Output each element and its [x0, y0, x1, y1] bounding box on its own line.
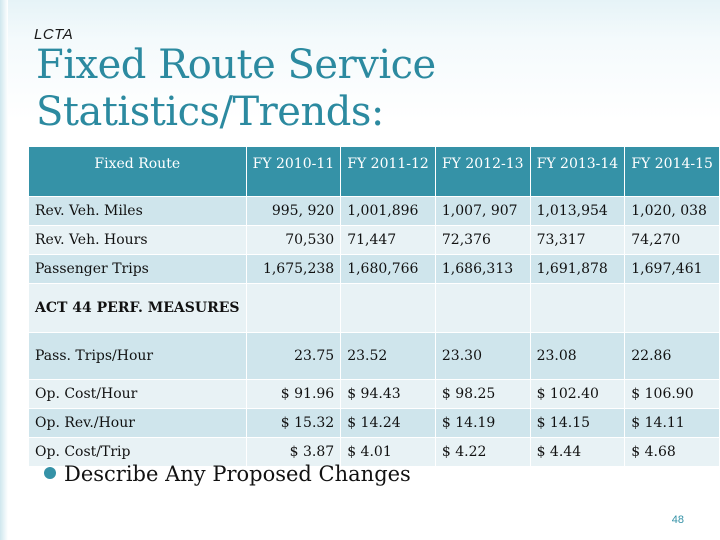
- table-row: Rev. Veh. Hours 70,530 71,447 72,376 73,…: [28, 225, 720, 255]
- page-number: 48: [671, 514, 684, 526]
- bullet-item: Describe Any Proposed Changes: [44, 462, 411, 486]
- table-cell: 23.75: [245, 332, 342, 380]
- table-cell: 1,001,896: [340, 196, 436, 226]
- table-cell: $ 14.15: [529, 408, 626, 438]
- table-cell: $ 14.24: [340, 408, 436, 438]
- table-cell: 23.52: [340, 332, 436, 380]
- table-row: Op. Cost/Trip $ 3.87 $ 4.01 $ 4.22 $ 4.4…: [28, 437, 720, 467]
- header-fixed-route: Fixed Route: [28, 146, 247, 197]
- table-cell: $ 4.44: [529, 437, 626, 467]
- table-cell: $ 102.40: [529, 379, 626, 409]
- table-cell: 1,013,954: [529, 196, 626, 226]
- table-row: Pass. Trips/Hour 23.75 23.52 23.30 23.08…: [28, 332, 720, 380]
- table-cell: 1,697,461: [624, 254, 720, 284]
- table-cell: 73,317: [529, 225, 626, 255]
- table-row: ACT 44 PERF. MEASURES: [28, 283, 720, 333]
- table-row: Op. Cost/Hour $ 91.96 $ 94.43 $ 98.25 $ …: [28, 379, 720, 409]
- header-fy-2011-12: FY 2011-12: [340, 146, 436, 197]
- table-cell: $ 94.43: [340, 379, 436, 409]
- table-cell: $ 4.68: [624, 437, 720, 467]
- table-cell: $ 4.22: [434, 437, 531, 467]
- table-cell: [434, 283, 531, 333]
- table-header-row: Fixed Route FY 2010-11 FY 2011-12 FY 201…: [28, 146, 720, 197]
- table-cell: 71,447: [340, 225, 436, 255]
- table-cell: $ 3.87: [245, 437, 342, 467]
- table-cell: 1,007, 907: [434, 196, 531, 226]
- table-cell: $ 98.25: [434, 379, 531, 409]
- row-label: Op. Cost/Trip: [28, 437, 247, 467]
- header-fy-2012-13: FY 2012-13: [434, 146, 531, 197]
- table-cell: 72,376: [434, 225, 531, 255]
- table-cell: 995, 920: [245, 196, 342, 226]
- header-fy-2013-14: FY 2013-14: [529, 146, 626, 197]
- table-cell: $ 15.32: [245, 408, 342, 438]
- table-cell: $ 14.19: [434, 408, 531, 438]
- table-cell: 1,675,238: [245, 254, 342, 284]
- table-cell: 22.86: [624, 332, 720, 380]
- table-row: Passenger Trips 1,675,238 1,680,766 1,68…: [28, 254, 720, 284]
- org-label: LCTA: [34, 26, 74, 43]
- bullet-dot-icon: [44, 467, 56, 479]
- table-cell: $ 91.96: [245, 379, 342, 409]
- table-cell: $ 106.90: [624, 379, 720, 409]
- table-cell: 1,020, 038: [624, 196, 720, 226]
- row-label: Rev. Veh. Hours: [28, 225, 247, 255]
- table-cell: 1,691,878: [529, 254, 626, 284]
- statistics-table: Fixed Route FY 2010-11 FY 2011-12 FY 201…: [28, 146, 720, 467]
- table-cell: [340, 283, 436, 333]
- row-label: Op. Rev./Hour: [28, 408, 247, 438]
- table-row: Op. Rev./Hour $ 15.32 $ 14.24 $ 14.19 $ …: [28, 408, 720, 438]
- row-label: Op. Cost/Hour: [28, 379, 247, 409]
- table-cell: 74,270: [624, 225, 720, 255]
- table-cell: $ 14.11: [624, 408, 720, 438]
- row-label: Pass. Trips/Hour: [28, 332, 247, 380]
- table-cell: 23.30: [434, 332, 531, 380]
- slide-left-accent: [0, 0, 8, 540]
- table-cell: 70,530: [245, 225, 342, 255]
- table-cell: [529, 283, 626, 333]
- bullet-text: Describe Any Proposed Changes: [64, 462, 411, 486]
- table-cell: 23.08: [529, 332, 626, 380]
- table-cell: [245, 283, 342, 333]
- table-cell: 1,680,766: [340, 254, 436, 284]
- header-fy-2010-11: FY 2010-11: [245, 146, 342, 197]
- table-cell: 1,686,313: [434, 254, 531, 284]
- row-label: ACT 44 PERF. MEASURES: [28, 283, 247, 333]
- table-cell: [624, 283, 720, 333]
- slide-title: Fixed Route Service Statistics/Trends:: [36, 42, 436, 135]
- row-label: Rev. Veh. Miles: [28, 196, 247, 226]
- row-label: Passenger Trips: [28, 254, 247, 284]
- header-fy-2014-15: FY 2014-15: [624, 146, 720, 197]
- table-row: Rev. Veh. Miles 995, 920 1,001,896 1,007…: [28, 196, 720, 226]
